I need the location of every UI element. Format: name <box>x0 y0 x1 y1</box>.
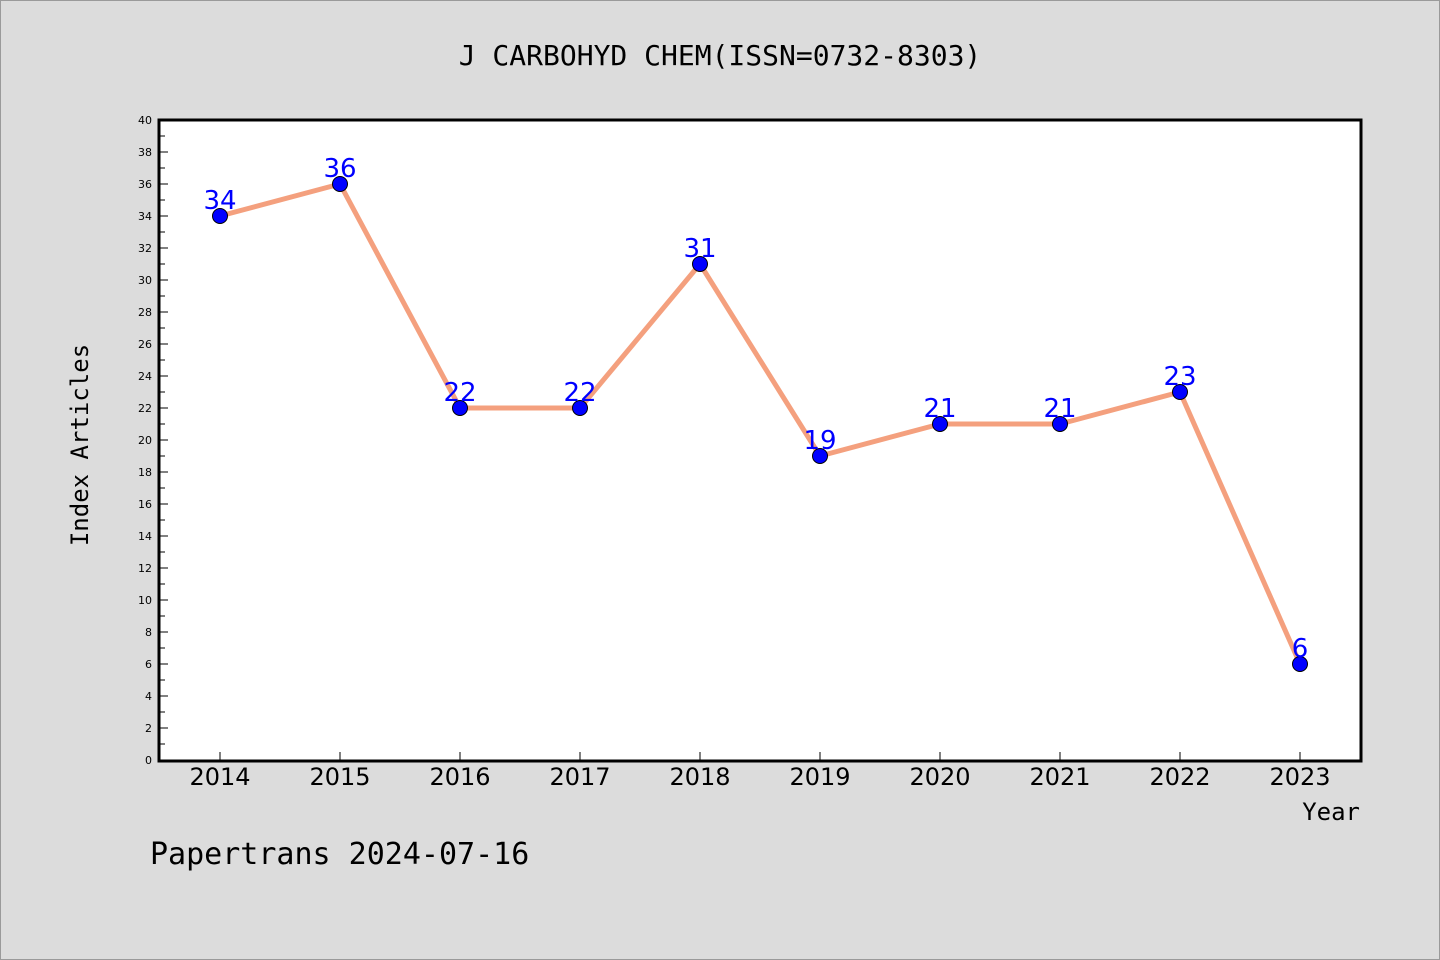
data-points <box>212 176 1308 672</box>
series-polyline <box>219 181 1303 666</box>
x-tick-label: 2015 <box>309 763 370 791</box>
data-label: 21 <box>923 394 956 424</box>
data-label: 21 <box>1043 394 1076 424</box>
y-tick-label: 14 <box>138 530 152 543</box>
y-tick-label: 8 <box>145 626 152 639</box>
y-tick-label: 34 <box>138 210 152 223</box>
data-point <box>932 416 948 432</box>
y-tick-label: 16 <box>138 498 152 511</box>
y-tick-label: 20 <box>138 434 152 447</box>
data-point <box>1292 656 1308 672</box>
data-label: 36 <box>323 154 356 184</box>
footer-credit: Papertrans 2024-07-16 <box>150 837 529 872</box>
x-axis: 2014 2015 2016 2017 2018 2019 2020 2021 2022 2023 <box>189 752 1331 791</box>
plot-area <box>157 118 1363 763</box>
data-labels: 34 36 22 22 31 19 21 21 23 6 <box>203 154 1308 664</box>
x-tick-label: 2022 <box>1149 763 1210 791</box>
y-tick-label: 30 <box>138 274 152 287</box>
x-axis-label: Year <box>1302 798 1360 826</box>
y-tick-label: 4 <box>145 690 152 703</box>
y-tick-label: 32 <box>138 242 152 255</box>
data-point <box>212 208 228 224</box>
y-tick-label: 38 <box>138 146 152 159</box>
x-tick-label: 2014 <box>189 763 250 791</box>
x-tick-label: 2016 <box>429 763 490 791</box>
data-label: 6 <box>1292 634 1309 664</box>
data-label: 23 <box>1163 362 1196 392</box>
data-point <box>1052 416 1068 432</box>
data-label: 34 <box>203 186 236 216</box>
data-label: 19 <box>803 426 836 456</box>
data-point <box>572 400 588 416</box>
data-label: 31 <box>683 234 716 264</box>
series-line <box>219 181 1303 666</box>
x-tick-label: 2017 <box>549 763 610 791</box>
y-tick-label: 0 <box>145 754 152 767</box>
y-tick-label: 10 <box>138 594 152 607</box>
data-point <box>332 176 348 192</box>
y-tick-label: 6 <box>145 658 152 671</box>
y-tick-label: 24 <box>138 370 152 383</box>
y-tick-label: 12 <box>138 562 152 575</box>
y-tick-label: 22 <box>138 402 152 415</box>
x-tick-label: 2018 <box>669 763 730 791</box>
x-tick-label: 2021 <box>1029 763 1090 791</box>
y-tick-label: 26 <box>138 338 152 351</box>
y-tick-label: 36 <box>138 178 152 191</box>
y-tick-label: 18 <box>138 466 152 479</box>
data-point <box>1172 384 1188 400</box>
data-label: 22 <box>443 378 476 408</box>
y-axis-label: Index Articles <box>66 344 94 546</box>
data-point <box>692 256 708 272</box>
data-point <box>452 400 468 416</box>
data-point <box>812 448 828 464</box>
x-tick-label: 2020 <box>909 763 970 791</box>
y-tick-label: 2 <box>145 722 152 735</box>
data-label: 22 <box>563 378 596 408</box>
y-tick-label: 28 <box>138 306 152 319</box>
x-tick-label: 2023 <box>1269 763 1330 791</box>
x-tick-label: 2019 <box>789 763 850 791</box>
chart-title: J CARBOHYD CHEM(ISSN=0732-8303) <box>459 39 982 72</box>
y-tick-label: 40 <box>138 114 152 127</box>
